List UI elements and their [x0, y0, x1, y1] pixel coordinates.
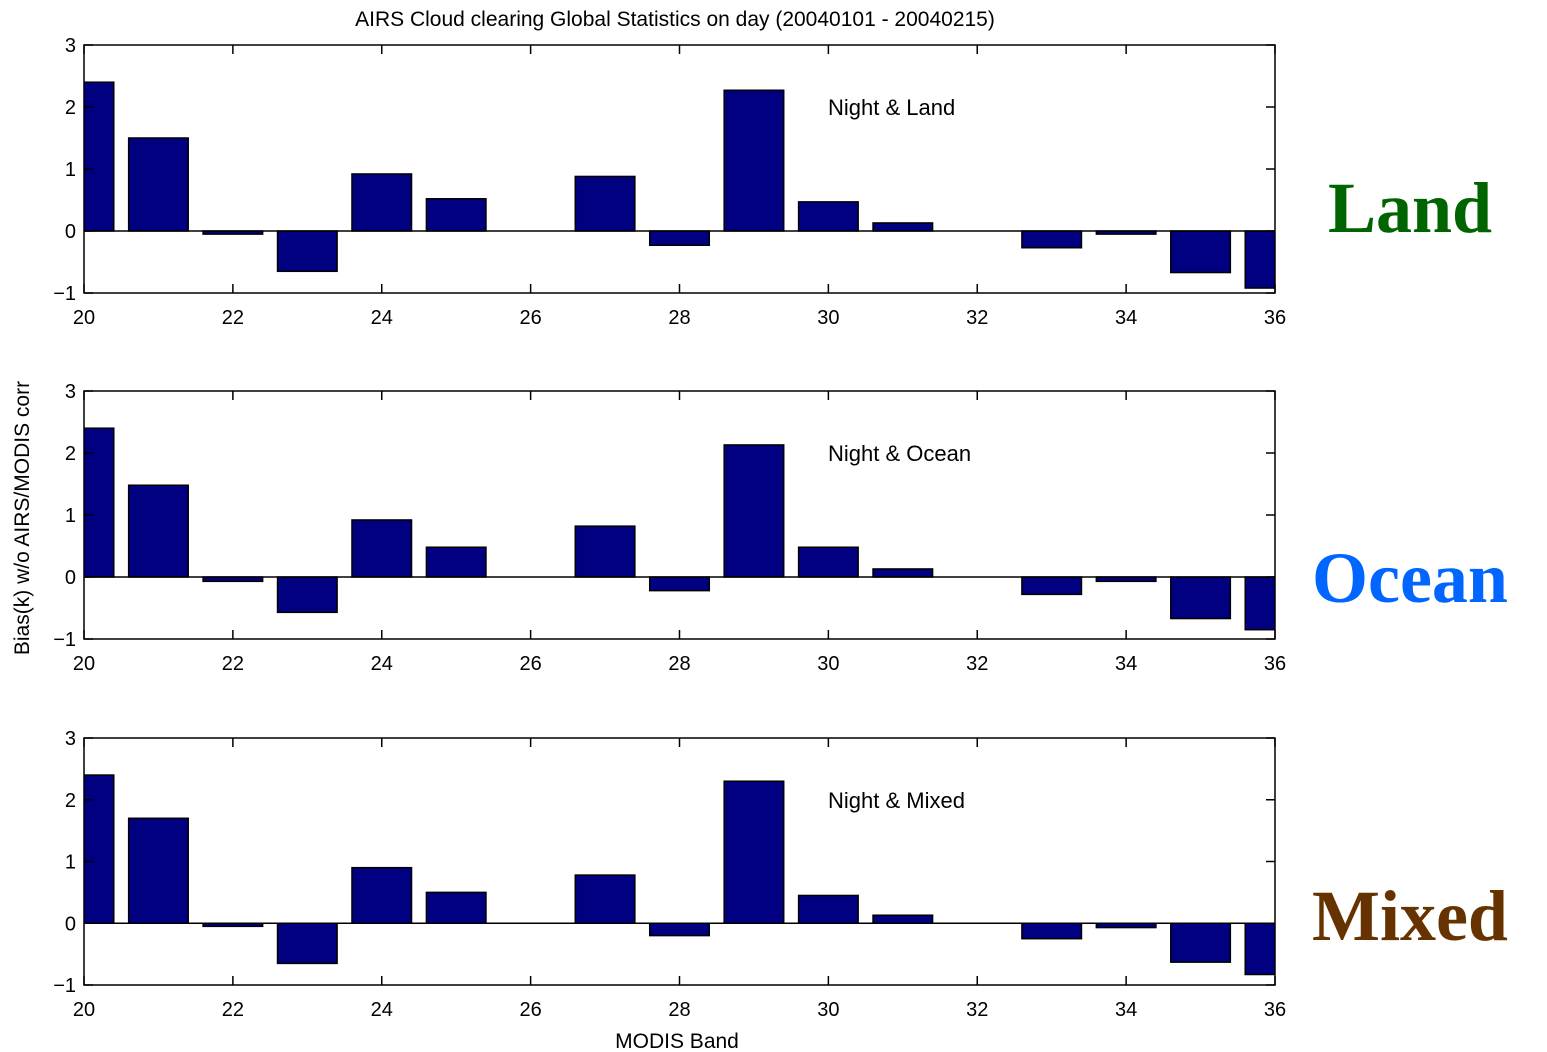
bar-band-27	[574, 525, 636, 578]
panel-1: 20 22 24 26 28 30 32 34 36 −1 0 1 2 3 Night & Land Land	[53, 35, 1492, 329]
bar-band-30	[797, 201, 859, 232]
bar-band-21	[127, 817, 189, 925]
bar-band-24	[351, 866, 413, 924]
x-tick-label: 20	[73, 307, 95, 329]
x-tick-label: 34	[1115, 999, 1137, 1021]
y-axis-label: Bias(k) w/o AIRS/MODIS corr	[11, 381, 34, 655]
bar-band-25	[425, 891, 487, 924]
x-tick-label: 26	[520, 307, 542, 329]
x-tick-label: 28	[668, 307, 690, 329]
panel-annotation: Night & Mixed	[828, 788, 965, 813]
x-tick-label: 28	[668, 653, 690, 675]
x-axis-label: MODIS Band	[615, 1030, 739, 1052]
y-tick-label: 3	[65, 728, 76, 750]
y-tick-label: −1	[53, 629, 76, 651]
side-label-ocean: Ocean	[1312, 538, 1508, 618]
y-tick-label: 0	[65, 567, 76, 589]
y-tick-label: 1	[65, 159, 76, 181]
side-label-mixed: Mixed	[1312, 876, 1508, 956]
bar-band-27	[574, 874, 636, 925]
bar-band-31	[872, 568, 934, 578]
x-tick-label: 30	[817, 307, 839, 329]
x-tick-label: 34	[1115, 307, 1137, 329]
x-tick-label: 22	[222, 307, 244, 329]
bar-band-35	[1170, 576, 1232, 620]
y-tick-label: −1	[53, 975, 76, 997]
bar-band-21	[127, 484, 189, 578]
bar-band-25	[425, 198, 487, 232]
bars-group	[84, 81, 1275, 289]
bar-band-23	[276, 576, 338, 614]
panel-3: 20 22 24 26 28 30 32 34 36 −1 0 1 2 3 Night & Mixed Mix…	[53, 728, 1508, 1021]
x-tick-label: 24	[371, 653, 393, 675]
axes-box	[83, 44, 1276, 294]
bar-band-25	[425, 546, 487, 578]
bars-group	[84, 774, 1275, 976]
x-tick-label: 26	[520, 653, 542, 675]
bar-band-31	[872, 222, 934, 232]
x-tick-label: 36	[1264, 999, 1286, 1021]
bar-band-33	[1021, 922, 1083, 940]
bar-band-29	[723, 89, 785, 232]
y-tick-label: 3	[65, 35, 76, 57]
x-tick-label: 30	[817, 653, 839, 675]
bar-band-29	[723, 780, 785, 924]
y-tick-label: 1	[65, 852, 76, 874]
y-tick-label: 3	[65, 381, 76, 403]
x-tick-label: 36	[1264, 653, 1286, 675]
bar-band-29	[723, 444, 785, 578]
y-tick-label: 1	[65, 505, 76, 527]
x-tick-label: 32	[966, 307, 988, 329]
side-label-land: Land	[1328, 168, 1492, 248]
bar-band-35	[1170, 922, 1232, 963]
bar-band-23	[276, 922, 338, 965]
x-tick-label: 28	[668, 999, 690, 1021]
bar-band-36	[1244, 576, 1275, 631]
x-tick-label: 24	[371, 307, 393, 329]
y-tick-label: 2	[65, 97, 76, 119]
x-tick-label: 32	[966, 999, 988, 1021]
y-tick-label: 2	[65, 790, 76, 812]
panel-2: 20 22 24 26 28 30 32 34 36 −1 0 1 2 3 Night & Ocean Oce…	[53, 381, 1508, 675]
bar-band-30	[797, 894, 859, 925]
y-tick-label: 2	[65, 443, 76, 465]
bar-band-24	[351, 519, 413, 578]
bars-group	[84, 427, 1275, 631]
bar-band-27	[574, 175, 636, 232]
bar-band-30	[797, 546, 859, 578]
y-tick-label: 0	[65, 913, 76, 935]
panel-annotation: Night & Ocean	[828, 441, 971, 466]
x-tick-label: 20	[73, 653, 95, 675]
axes-box	[83, 737, 1276, 986]
y-tick-label: 0	[65, 221, 76, 243]
bar-band-28	[648, 576, 711, 592]
bar-band-23	[276, 230, 338, 273]
x-tick-label: 22	[222, 653, 244, 675]
x-tick-label: 36	[1264, 307, 1286, 329]
x-tick-label: 20	[73, 999, 95, 1021]
bar-band-21	[127, 137, 189, 232]
x-tick-label: 24	[371, 999, 393, 1021]
bar-band-28	[648, 922, 711, 937]
bar-band-31	[872, 914, 934, 924]
bar-band-33	[1021, 230, 1083, 249]
x-tick-label: 34	[1115, 653, 1137, 675]
x-tick-label: 22	[222, 999, 244, 1021]
x-tick-label: 30	[817, 999, 839, 1021]
y-tick-label: −1	[53, 283, 76, 305]
panel-annotation: Night & Land	[828, 95, 955, 120]
bar-band-35	[1170, 230, 1232, 274]
x-tick-label: 26	[520, 999, 542, 1021]
axes-box	[83, 390, 1276, 640]
x-tick-label: 32	[966, 653, 988, 675]
bar-band-33	[1021, 576, 1083, 596]
chart-title: AIRS Cloud clearing Global Statistics on…	[355, 8, 995, 31]
bar-band-24	[351, 173, 413, 232]
bar-band-28	[648, 230, 711, 247]
